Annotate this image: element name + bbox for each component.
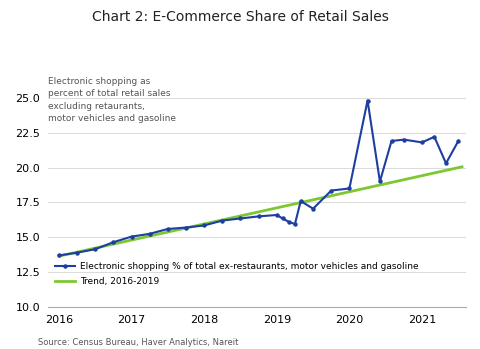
Electronic shopping % of total ex-restaurants, motor vehicles and gasoline — [389, 139, 395, 143]
Text: Source: Census Bureau, Haver Analytics, Nareit: Source: Census Bureau, Haver Analytics, … — [38, 338, 239, 347]
Electronic shopping % of total ex-restaurants, motor vehicles and gasoline — [56, 253, 62, 258]
Electronic shopping % of total ex-restaurants, motor vehicles and gasoline — [74, 251, 80, 255]
Legend: Electronic shopping % of total ex-restaurants, motor vehicles and gasoline, Tren: Electronic shopping % of total ex-restau… — [52, 259, 421, 289]
Electronic shopping % of total ex-restaurants, motor vehicles and gasoline — [110, 240, 116, 244]
Electronic shopping % of total ex-restaurants, motor vehicles and gasoline — [219, 218, 225, 223]
Electronic shopping % of total ex-restaurants, motor vehicles and gasoline — [129, 235, 134, 239]
Electronic shopping % of total ex-restaurants, motor vehicles and gasoline — [238, 216, 243, 221]
Text: Chart 2: E-Commerce Share of Retail Sales: Chart 2: E-Commerce Share of Retail Sale… — [92, 10, 388, 24]
Electronic shopping % of total ex-restaurants, motor vehicles and gasoline — [286, 220, 292, 224]
Electronic shopping % of total ex-restaurants, motor vehicles and gasoline — [401, 138, 407, 142]
Electronic shopping % of total ex-restaurants, motor vehicles and gasoline — [310, 207, 316, 211]
Electronic shopping % of total ex-restaurants, motor vehicles and gasoline — [419, 140, 425, 144]
Electronic shopping % of total ex-restaurants, motor vehicles and gasoline — [165, 227, 171, 231]
Electronic shopping % of total ex-restaurants, motor vehicles and gasoline — [183, 225, 189, 230]
Electronic shopping % of total ex-restaurants, motor vehicles and gasoline — [147, 232, 153, 236]
Line: Electronic shopping % of total ex-restaurants, motor vehicles and gasoline: Electronic shopping % of total ex-restau… — [58, 99, 460, 257]
Electronic shopping % of total ex-restaurants, motor vehicles and gasoline — [92, 247, 98, 251]
Electronic shopping % of total ex-restaurants, motor vehicles and gasoline — [443, 161, 449, 165]
Electronic shopping % of total ex-restaurants, motor vehicles and gasoline — [201, 223, 207, 228]
Electronic shopping % of total ex-restaurants, motor vehicles and gasoline — [256, 214, 262, 218]
Text: Electronic shopping as
percent of total retail sales
excluding retaurants,
motor: Electronic shopping as percent of total … — [48, 77, 176, 123]
Electronic shopping % of total ex-restaurants, motor vehicles and gasoline — [432, 135, 437, 139]
Electronic shopping % of total ex-restaurants, motor vehicles and gasoline — [377, 179, 383, 184]
Electronic shopping % of total ex-restaurants, motor vehicles and gasoline — [328, 188, 334, 193]
Electronic shopping % of total ex-restaurants, motor vehicles and gasoline — [298, 199, 304, 203]
Electronic shopping % of total ex-restaurants, motor vehicles and gasoline — [365, 98, 371, 103]
Electronic shopping % of total ex-restaurants, motor vehicles and gasoline — [280, 216, 286, 221]
Electronic shopping % of total ex-restaurants, motor vehicles and gasoline — [292, 222, 298, 226]
Electronic shopping % of total ex-restaurants, motor vehicles and gasoline — [456, 139, 461, 143]
Electronic shopping % of total ex-restaurants, motor vehicles and gasoline — [347, 186, 352, 191]
Electronic shopping % of total ex-restaurants, motor vehicles and gasoline — [274, 213, 280, 217]
